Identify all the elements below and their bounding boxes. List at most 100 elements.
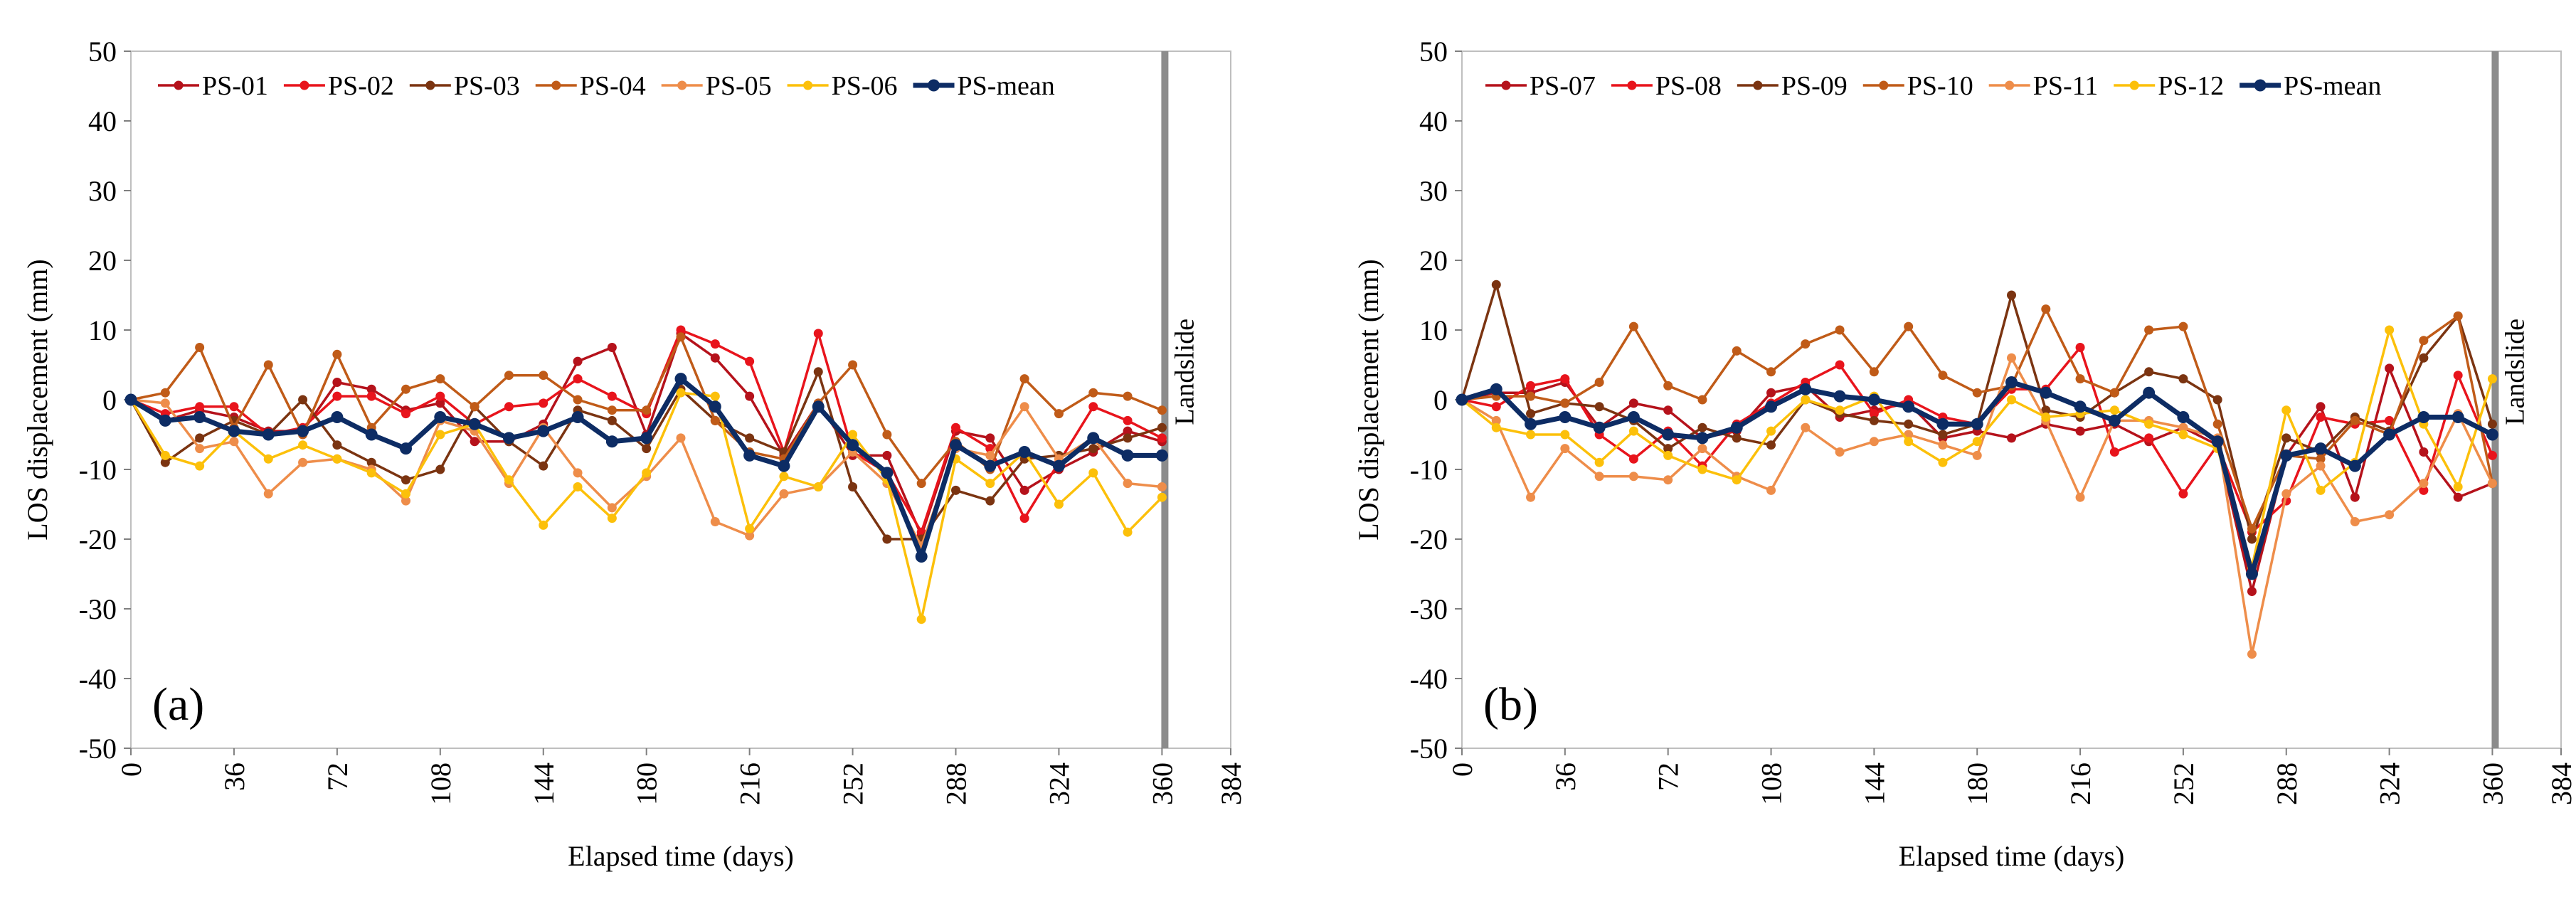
data-point [676,325,686,335]
data-point [2419,479,2429,489]
data-point [366,391,376,401]
data-point [365,428,378,441]
data-point [1696,432,1709,445]
data-point [1867,393,1880,406]
data-point [2452,411,2464,423]
data-point [1559,411,1571,423]
data-point [2178,489,2188,499]
data-point [1765,400,1778,413]
legend-item: PS-12 [2114,71,2224,101]
legend-swatch-marker [174,80,184,90]
series-ps-07 [1457,363,2497,596]
data-point [1157,422,1167,432]
data-point [263,360,273,370]
data-point [504,402,514,412]
legend-label: PS-08 [1655,71,1722,101]
legend-item: PS-06 [787,71,898,101]
data-point [1697,444,1707,454]
data-point [504,371,514,381]
data-point [1833,390,1846,403]
data-point [640,432,653,445]
data-point [1627,411,1640,423]
data-point [2108,414,2121,427]
data-point [228,425,240,437]
data-point [710,391,720,401]
data-point [1697,422,1707,432]
legend-label: PS-11 [2033,71,2099,101]
x-tick-label: 216 [2064,762,2097,805]
data-point [1628,321,1638,331]
data-point [2109,388,2119,398]
series-ps-mean [1456,376,2498,580]
data-point [1490,383,1502,395]
data-point [2245,568,2258,580]
data-point [2178,422,2188,432]
data-point [1088,468,1098,478]
data-point [1123,433,1133,443]
series-line-ps-mean [1461,380,2493,577]
data-point [435,391,445,401]
y-tick-label: -20 [79,523,117,555]
data-point [985,479,995,489]
data-point [1938,440,1948,450]
data-point [1123,391,1133,401]
data-point [195,461,205,471]
legend-swatch-marker [2005,80,2015,90]
y-tick-label: -30 [79,593,117,625]
data-point [1835,405,1845,415]
data-point [2348,459,2361,472]
legend-label: PS-06 [832,71,898,101]
data-point [985,496,995,506]
data-point [470,437,479,447]
panel-label: (b) [1483,679,1538,730]
legend-item: PS-05 [661,71,772,101]
y-tick-label: -50 [79,733,117,765]
data-point [2247,534,2257,544]
series-ps-06 [126,388,1167,624]
data-point [2316,454,2326,464]
data-point [607,343,617,352]
data-point [607,415,617,425]
data-point [2075,374,2085,384]
data-point [470,402,479,412]
data-point [573,374,583,384]
data-point [848,430,858,440]
data-point [1835,447,1845,457]
data-point [2281,405,2291,415]
data-point [539,371,548,381]
data-point [2144,433,2154,443]
legend-label: PS-03 [454,71,520,101]
x-tick-label: 252 [837,762,869,805]
data-point [812,400,825,413]
data-point [1123,479,1133,489]
x-tick-label: 36 [1549,762,1581,791]
data-point [2247,523,2257,533]
data-point [2316,402,2326,412]
data-point [573,468,583,478]
data-point [263,454,273,464]
x-tick-label: 324 [2374,762,2406,805]
data-point [1526,409,1536,419]
data-point [2143,386,2156,399]
data-point [848,482,858,491]
data-point [435,464,445,474]
data-point [882,534,892,544]
data-point [401,489,410,499]
legend-label: PS-12 [2158,71,2224,101]
legend-label: PS-09 [1781,71,1848,101]
y-tick-label: -30 [1410,593,1448,625]
data-point [434,411,447,423]
data-point [2486,428,2498,441]
data-point [2041,405,2051,415]
data-point [2281,489,2291,499]
x-tick-label: 36 [218,762,250,791]
data-point [848,360,858,370]
y-axis-title: LOS displacement (mm) [21,259,53,540]
data-point [1936,418,1949,430]
data-point [1628,426,1638,436]
data-point [605,435,618,448]
data-point [745,523,755,533]
data-point [2040,386,2052,399]
y-tick-label: 40 [1419,105,1448,137]
data-point [1560,374,1570,384]
